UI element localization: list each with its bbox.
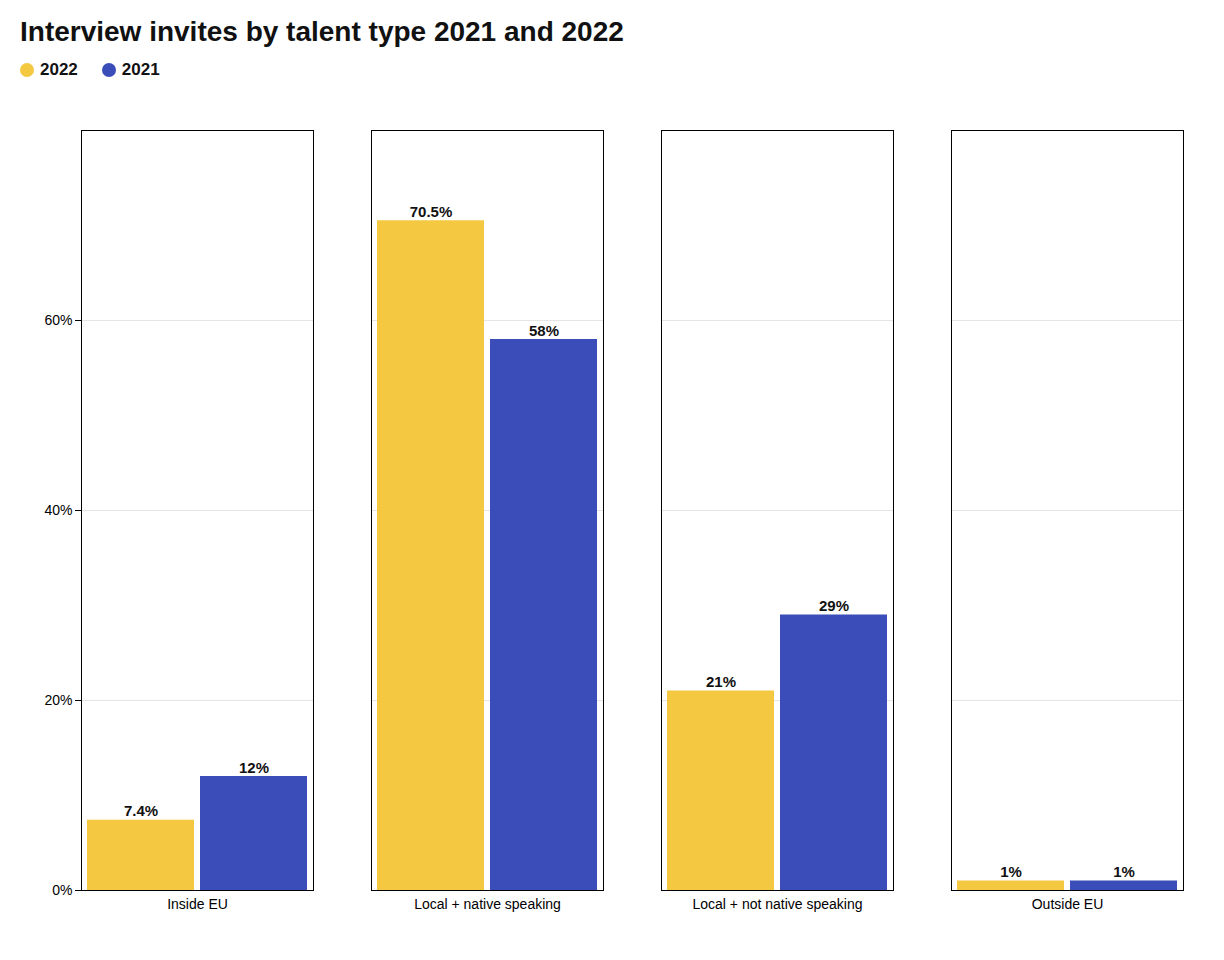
svg-text:12%: 12%	[239, 759, 269, 776]
svg-text:40%: 40%	[44, 502, 72, 518]
html-text:2021: 2021	[121, 60, 160, 79]
svg-text:Local + not native speaking: Local + not native speaking	[692, 896, 862, 912]
svg-text:20%: 20%	[44, 692, 72, 708]
svg-text:1%: 1%	[1113, 863, 1135, 880]
svg-text:Outside EU: Outside EU	[1032, 896, 1104, 912]
svg-text:Local + native speaking: Local + native speaking	[414, 896, 561, 912]
svg-text:0%: 0%	[52, 882, 72, 898]
svg-text:Inside EU: Inside EU	[167, 896, 228, 912]
svg-text:60%: 60%	[44, 312, 72, 328]
html-text:2022: 2022	[40, 60, 78, 79]
html-text:Interview invites by talent ty: Interview invites by talent type 2021 an…	[20, 16, 624, 47]
svg-text:21%: 21%	[706, 673, 736, 690]
svg-text:7.4%: 7.4%	[124, 802, 158, 819]
svg-text:1%: 1%	[1000, 863, 1022, 880]
svg-text:58%: 58%	[529, 322, 559, 339]
svg-text:70.5%: 70.5%	[410, 203, 453, 220]
svg-text:29%: 29%	[819, 597, 849, 614]
